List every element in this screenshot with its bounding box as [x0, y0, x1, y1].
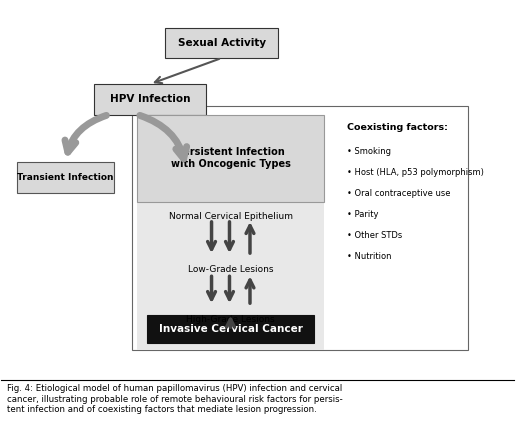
- Text: Invasive Cervical Cancer: Invasive Cervical Cancer: [159, 324, 303, 334]
- Bar: [132, 106, 468, 350]
- FancyBboxPatch shape: [137, 115, 324, 201]
- Text: Persistent Infection
with Oncogenic Types: Persistent Infection with Oncogenic Type…: [171, 147, 291, 169]
- Bar: [137, 115, 324, 350]
- Text: Transient Infection: Transient Infection: [17, 173, 114, 182]
- Text: Coexisting factors:: Coexisting factors:: [348, 123, 448, 132]
- FancyBboxPatch shape: [165, 28, 278, 58]
- Text: Low-Grade Lesions: Low-Grade Lesions: [188, 265, 273, 274]
- FancyBboxPatch shape: [94, 84, 206, 115]
- Text: • Host (HLA, p53 polymorphism): • Host (HLA, p53 polymorphism): [348, 168, 484, 177]
- Text: HPV Infection: HPV Infection: [110, 94, 190, 104]
- FancyBboxPatch shape: [147, 315, 314, 343]
- Text: Fig. 4: Etiological model of human papillomavirus (HPV) infection and cervical
c: Fig. 4: Etiological model of human papil…: [7, 385, 342, 414]
- Text: • Parity: • Parity: [348, 210, 379, 219]
- Text: • Nutrition: • Nutrition: [348, 252, 392, 261]
- Text: Sexual Activity: Sexual Activity: [178, 38, 266, 48]
- Text: • Smoking: • Smoking: [348, 147, 391, 156]
- Text: Normal Cervical Epithelium: Normal Cervical Epithelium: [168, 212, 292, 221]
- Text: • Oral contraceptive use: • Oral contraceptive use: [348, 189, 451, 198]
- Text: • Other STDs: • Other STDs: [348, 231, 403, 240]
- FancyBboxPatch shape: [17, 162, 114, 193]
- Text: High-Grade Lesions: High-Grade Lesions: [186, 314, 275, 324]
